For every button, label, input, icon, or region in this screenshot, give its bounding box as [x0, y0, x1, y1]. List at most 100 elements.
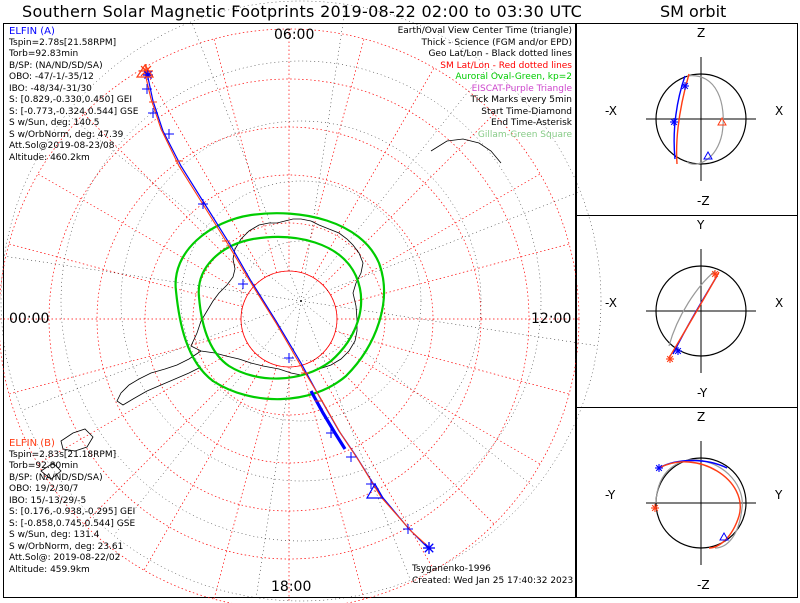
panel-probe-b-orbit [668, 271, 720, 359]
geo-latitude-circle [0, 0, 602, 602]
probe-a-info-line: B/SP: (NA/ND/SD/SA) [9, 60, 103, 71]
orbit-title: SM orbit [660, 2, 727, 21]
panel3-top-label: Z [697, 410, 706, 424]
panel1-right-label: X [775, 104, 784, 118]
legend-item: End Time-Asterisk [490, 118, 572, 128]
sm-latitude-circle [240, 270, 338, 368]
sm-longitude-line [35, 342, 248, 466]
panel2-bottom-label: -Y [697, 386, 708, 400]
geo-longitude-line [300, 191, 581, 302]
geo-longitude-line [300, 4, 347, 302]
sm-longitude-line [213, 365, 277, 602]
africa-coast [430, 138, 502, 164]
orbit-panel-yz-svg [646, 441, 756, 565]
panel-orbit-gray [655, 459, 743, 549]
auroral-ovals [174, 212, 386, 401]
probe-a-info-line: Altitude: 460.2km [9, 152, 90, 163]
sm-longitude-line [35, 172, 248, 296]
auroral-oval-inner [197, 235, 363, 380]
footer-model: Tsyganenko-1996 [412, 564, 491, 574]
sm-longitude-line [213, 36, 277, 273]
probe-b-info-line: S: [0.176,-0.938,-0.295] GEI [9, 507, 136, 517]
sm-longitude-line [142, 360, 266, 573]
probe-b-info-line: S w/OrbNorm, deg: 23.61 [9, 541, 124, 552]
clock-label-left: 00:00 [9, 311, 49, 327]
auroral-oval-outer [174, 212, 386, 401]
panel-orbit-gray [668, 270, 716, 347]
sm-longitude-line [322, 112, 496, 286]
antarctic-peninsula [116, 350, 202, 406]
legend-item: Geo Lat/Lon - Black dotted lines [428, 49, 572, 59]
probe-b-info-line: OBO: 19/2/30/7 [9, 484, 79, 494]
panel3-left-label: -Y [605, 488, 616, 502]
legend-item: Auroral Oval-Green, kp=2 [455, 72, 572, 82]
legend-item: Tick Marks every 5min [470, 95, 572, 105]
footer-created: Created: Wed Jan 25 17:40:32 2023 [412, 576, 574, 586]
probe-b-info-line: S: [-0.858,0.745,0.544] GSE [9, 518, 136, 529]
polar-footprint-plot: 06:00 00:00 12:00 18:00 [0, 0, 602, 603]
probe-a-info-line: Att.Sol@2019-08-23/08 [9, 141, 115, 151]
panel-earth-circle [655, 73, 747, 165]
probe-b-info: ELFIN (B) Tspin=2.83s[21.18RPM] Torb=92.8… [9, 438, 135, 576]
panel3-bottom-label: -Z [697, 578, 710, 592]
orbit-panel-xz: Z -Z -X X [576, 23, 798, 216]
probe-a-track [146, 72, 430, 550]
sm-pole-circle [240, 270, 338, 368]
geo-latitude-circle [60, 60, 542, 542]
orbit-panel-yz: Z -Z -Y Y [576, 407, 798, 598]
panel-earth-circle [655, 265, 747, 357]
probe-b-info-line: S w/Sun, deg: 131.4 [9, 530, 100, 540]
probe-a-info-line: OBO: -47/-1/-35/12 [9, 72, 94, 82]
sm-longitude-line [312, 65, 436, 278]
geo-longitude-line [255, 300, 302, 598]
probe-b-info-line: Altitude: 459.9km [9, 564, 90, 575]
sm-longitude-line [330, 342, 543, 466]
sm-longitude-line [301, 365, 365, 602]
probe-a-lines: Tspin=2.78s[21.58RPM] Torb=92.83min B/SP: … [9, 38, 138, 165]
panel2-left-label: -X [605, 296, 617, 310]
probe-a-name: ELFIN (A) [9, 26, 55, 37]
geo-latitude-circle [120, 120, 482, 482]
panel1-bottom-label: -Z [697, 194, 710, 208]
probe-a-info-line: S w/Sun, deg: 140.5 [9, 118, 100, 128]
sm-latitude-circle [0, 28, 580, 603]
panel-asterisk-marker [681, 82, 689, 90]
legend-item: Earth/Oval View Center Time (triangle) [397, 26, 572, 36]
geo-latitude-circle [180, 180, 422, 422]
legend-item: SM Lat/Lon - Red dotted lines [440, 60, 572, 71]
south-america-coast [40, 428, 94, 480]
legend: Earth/Oval View Center Time (triangle) Th… [398, 26, 572, 141]
probe-a-info-line: Torb=92.83min [9, 49, 79, 59]
panel-asterisk-marker [666, 355, 674, 363]
orbit-panel-xy-svg [646, 249, 756, 373]
legend-item: EISCAT-Purple Triangle [471, 83, 572, 94]
sm-longitude-line [330, 172, 543, 296]
sm-longitude-line [301, 36, 365, 273]
panel-asterisk-marker [674, 347, 682, 355]
probe-a-center-triangle [365, 482, 385, 499]
clock-label-right: 12:00 [531, 311, 571, 327]
clock-label-bottom: 18:00 [271, 579, 311, 595]
panel-triangle-marker [703, 150, 713, 160]
sm-longitude-line [82, 352, 256, 526]
probe-b-center-triangle [135, 63, 155, 78]
panel-asterisk-marker [655, 464, 663, 472]
probe-b-info-line: IBO: 15/-13/29/-5 [9, 495, 87, 506]
legend-item: Thick - Science (FGM and/or EPD) [421, 37, 572, 48]
panel-orbit-gray [686, 75, 724, 165]
geo-longitude-line [300, 300, 411, 581]
footprint-tracks [143, 68, 432, 550]
panel-asterisk-marker [670, 118, 678, 126]
probe-b-end-asterisk [140, 65, 152, 77]
probe-a-info-line: Tspin=2.78s[21.58RPM] [9, 37, 117, 48]
probe-b-lines: Tspin=2.83s[21.18RPM] Torb=92.80min B/SP: … [9, 450, 135, 577]
panel3-right-label: Y [775, 488, 783, 502]
panel-probe-b-orbit [675, 73, 690, 165]
legend-item: Gillam-Green Square [477, 129, 572, 140]
sm-longitude-line [6, 243, 243, 307]
probe-b-track [143, 68, 432, 550]
orbit-panel-xy: Y -Y -X X [576, 215, 798, 408]
geo-longitude-line [300, 300, 536, 489]
sm-longitude-line [142, 65, 266, 278]
page-title: Southern Solar Magnetic Footprints 2019-… [22, 2, 583, 21]
